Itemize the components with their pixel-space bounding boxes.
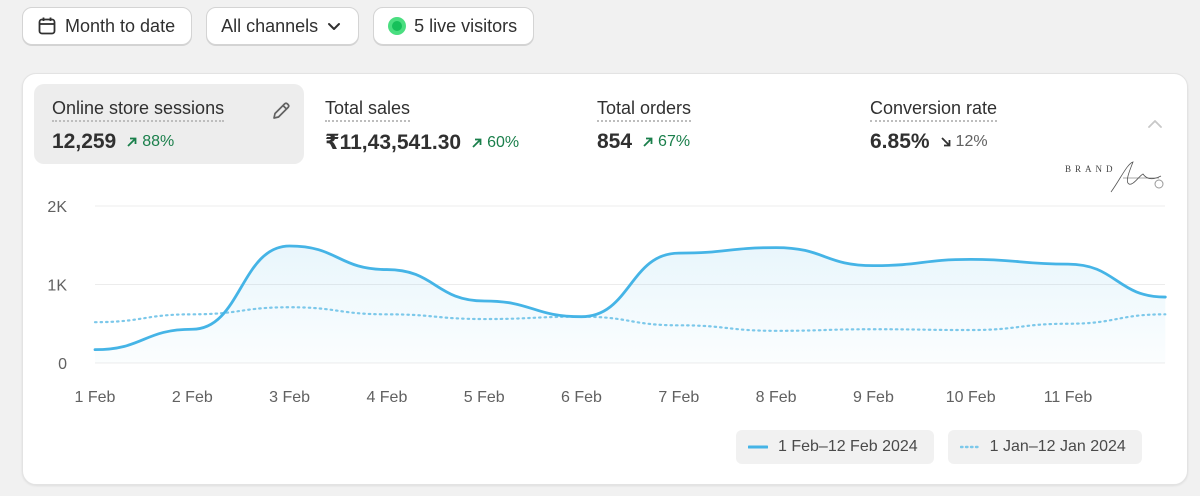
- legend-label: 1 Jan–12 Jan 2024: [989, 438, 1126, 455]
- sessions-chart: 0 1K 2K 1 Feb 2 Feb 3 Feb 4 Feb 5 Feb 6 Feb 7 Feb…: [47, 199, 1167, 406]
- legend-item-previous[interactable]: 1 Jan–12 Jan 2024: [947, 430, 1142, 464]
- date-range-label: Month to date: [65, 15, 176, 36]
- metric-online-store-sessions[interactable]: Online store sessions 12,259 88%: [34, 84, 304, 164]
- date-range-button[interactable]: Month to date: [22, 7, 193, 45]
- svg-text:BRAND: BRAND: [1065, 164, 1117, 174]
- live-visitors-button[interactable]: 5 live visitors: [373, 7, 535, 45]
- metric-value: ₹11,43,541.30: [325, 131, 462, 154]
- x-tick-label: 11 Feb: [1044, 389, 1093, 406]
- y-tick-label: 0: [58, 356, 67, 373]
- metric-delta: 12%: [940, 133, 988, 151]
- x-tick-label: 6 Feb: [561, 389, 602, 406]
- x-tick-label: 2 Feb: [172, 389, 213, 406]
- metric-label: Total sales: [325, 98, 411, 122]
- metric-value: 6.85%: [870, 130, 930, 153]
- filter-bar: Month to date All channels 5 live visito…: [22, 7, 535, 45]
- metric-value: 12,259: [52, 130, 117, 153]
- y-tick-label: 1K: [47, 278, 67, 295]
- current-series-line: [93, 244, 1167, 352]
- live-visitors-label: 5 live visitors: [414, 15, 518, 36]
- calendar-icon: [37, 16, 57, 36]
- chart-legend: 1 Feb–12 Feb 2024 1 Jan–12 Jan 2024: [736, 430, 1142, 464]
- x-tick-label: 10 Feb: [946, 389, 996, 406]
- metric-delta: 60%: [471, 134, 519, 152]
- metric-value: 854: [597, 130, 633, 153]
- analytics-card: Online store sessions 12,259 88% Total s…: [22, 73, 1188, 485]
- chevron-up-icon[interactable]: [1145, 114, 1165, 139]
- arrow-up-right-icon: [643, 137, 653, 147]
- metric-delta-value: 60%: [487, 133, 520, 151]
- channel-select[interactable]: All channels: [206, 7, 360, 45]
- current-series-area: [95, 246, 1166, 363]
- channel-label: All channels: [221, 15, 319, 36]
- x-tick-label: 3 Feb: [269, 389, 310, 406]
- metric-delta-value: 88%: [142, 133, 175, 150]
- metric-delta-value: 12%: [955, 133, 988, 150]
- arrow-up-right-icon: [472, 138, 482, 148]
- x-tick-label: 7 Feb: [658, 389, 699, 406]
- x-tick-label: 4 Feb: [366, 389, 407, 406]
- metric-total-sales[interactable]: Total sales ₹11,43,541.30 60%: [307, 84, 537, 164]
- metric-delta: 67%: [642, 133, 690, 151]
- dotted-line-swatch-icon: [959, 445, 980, 449]
- brand-logo: BRAND: [1065, 161, 1164, 193]
- previous-series-line: [93, 306, 1167, 332]
- metric-delta-value: 67%: [658, 133, 691, 150]
- arrow-down-right-icon: [940, 137, 950, 147]
- x-tick-label: 5 Feb: [464, 389, 505, 406]
- arrow-up-right-icon: [127, 137, 137, 147]
- metric-label: Online store sessions: [52, 98, 225, 122]
- legend-label: 1 Feb–12 Feb 2024: [778, 438, 918, 455]
- metric-label: Total orders: [597, 98, 692, 122]
- y-tick-label: 2K: [47, 199, 67, 216]
- pencil-icon[interactable]: [270, 100, 292, 127]
- metric-total-orders[interactable]: Total orders 854 67%: [579, 84, 709, 164]
- metric-delta: 88%: [126, 133, 174, 151]
- x-tick-label: 1 Feb: [75, 389, 116, 406]
- chevron-down-icon: [326, 18, 342, 34]
- metric-conversion-rate[interactable]: Conversion rate 6.85% 12%: [852, 84, 1015, 164]
- x-tick-label: 9 Feb: [853, 389, 894, 406]
- x-tick-label: 8 Feb: [756, 389, 797, 406]
- metric-label: Conversion rate: [870, 98, 998, 122]
- solid-line-swatch-icon: [748, 445, 768, 449]
- legend-item-current[interactable]: 1 Feb–12 Feb 2024: [736, 430, 934, 464]
- live-status-icon: [388, 17, 407, 35]
